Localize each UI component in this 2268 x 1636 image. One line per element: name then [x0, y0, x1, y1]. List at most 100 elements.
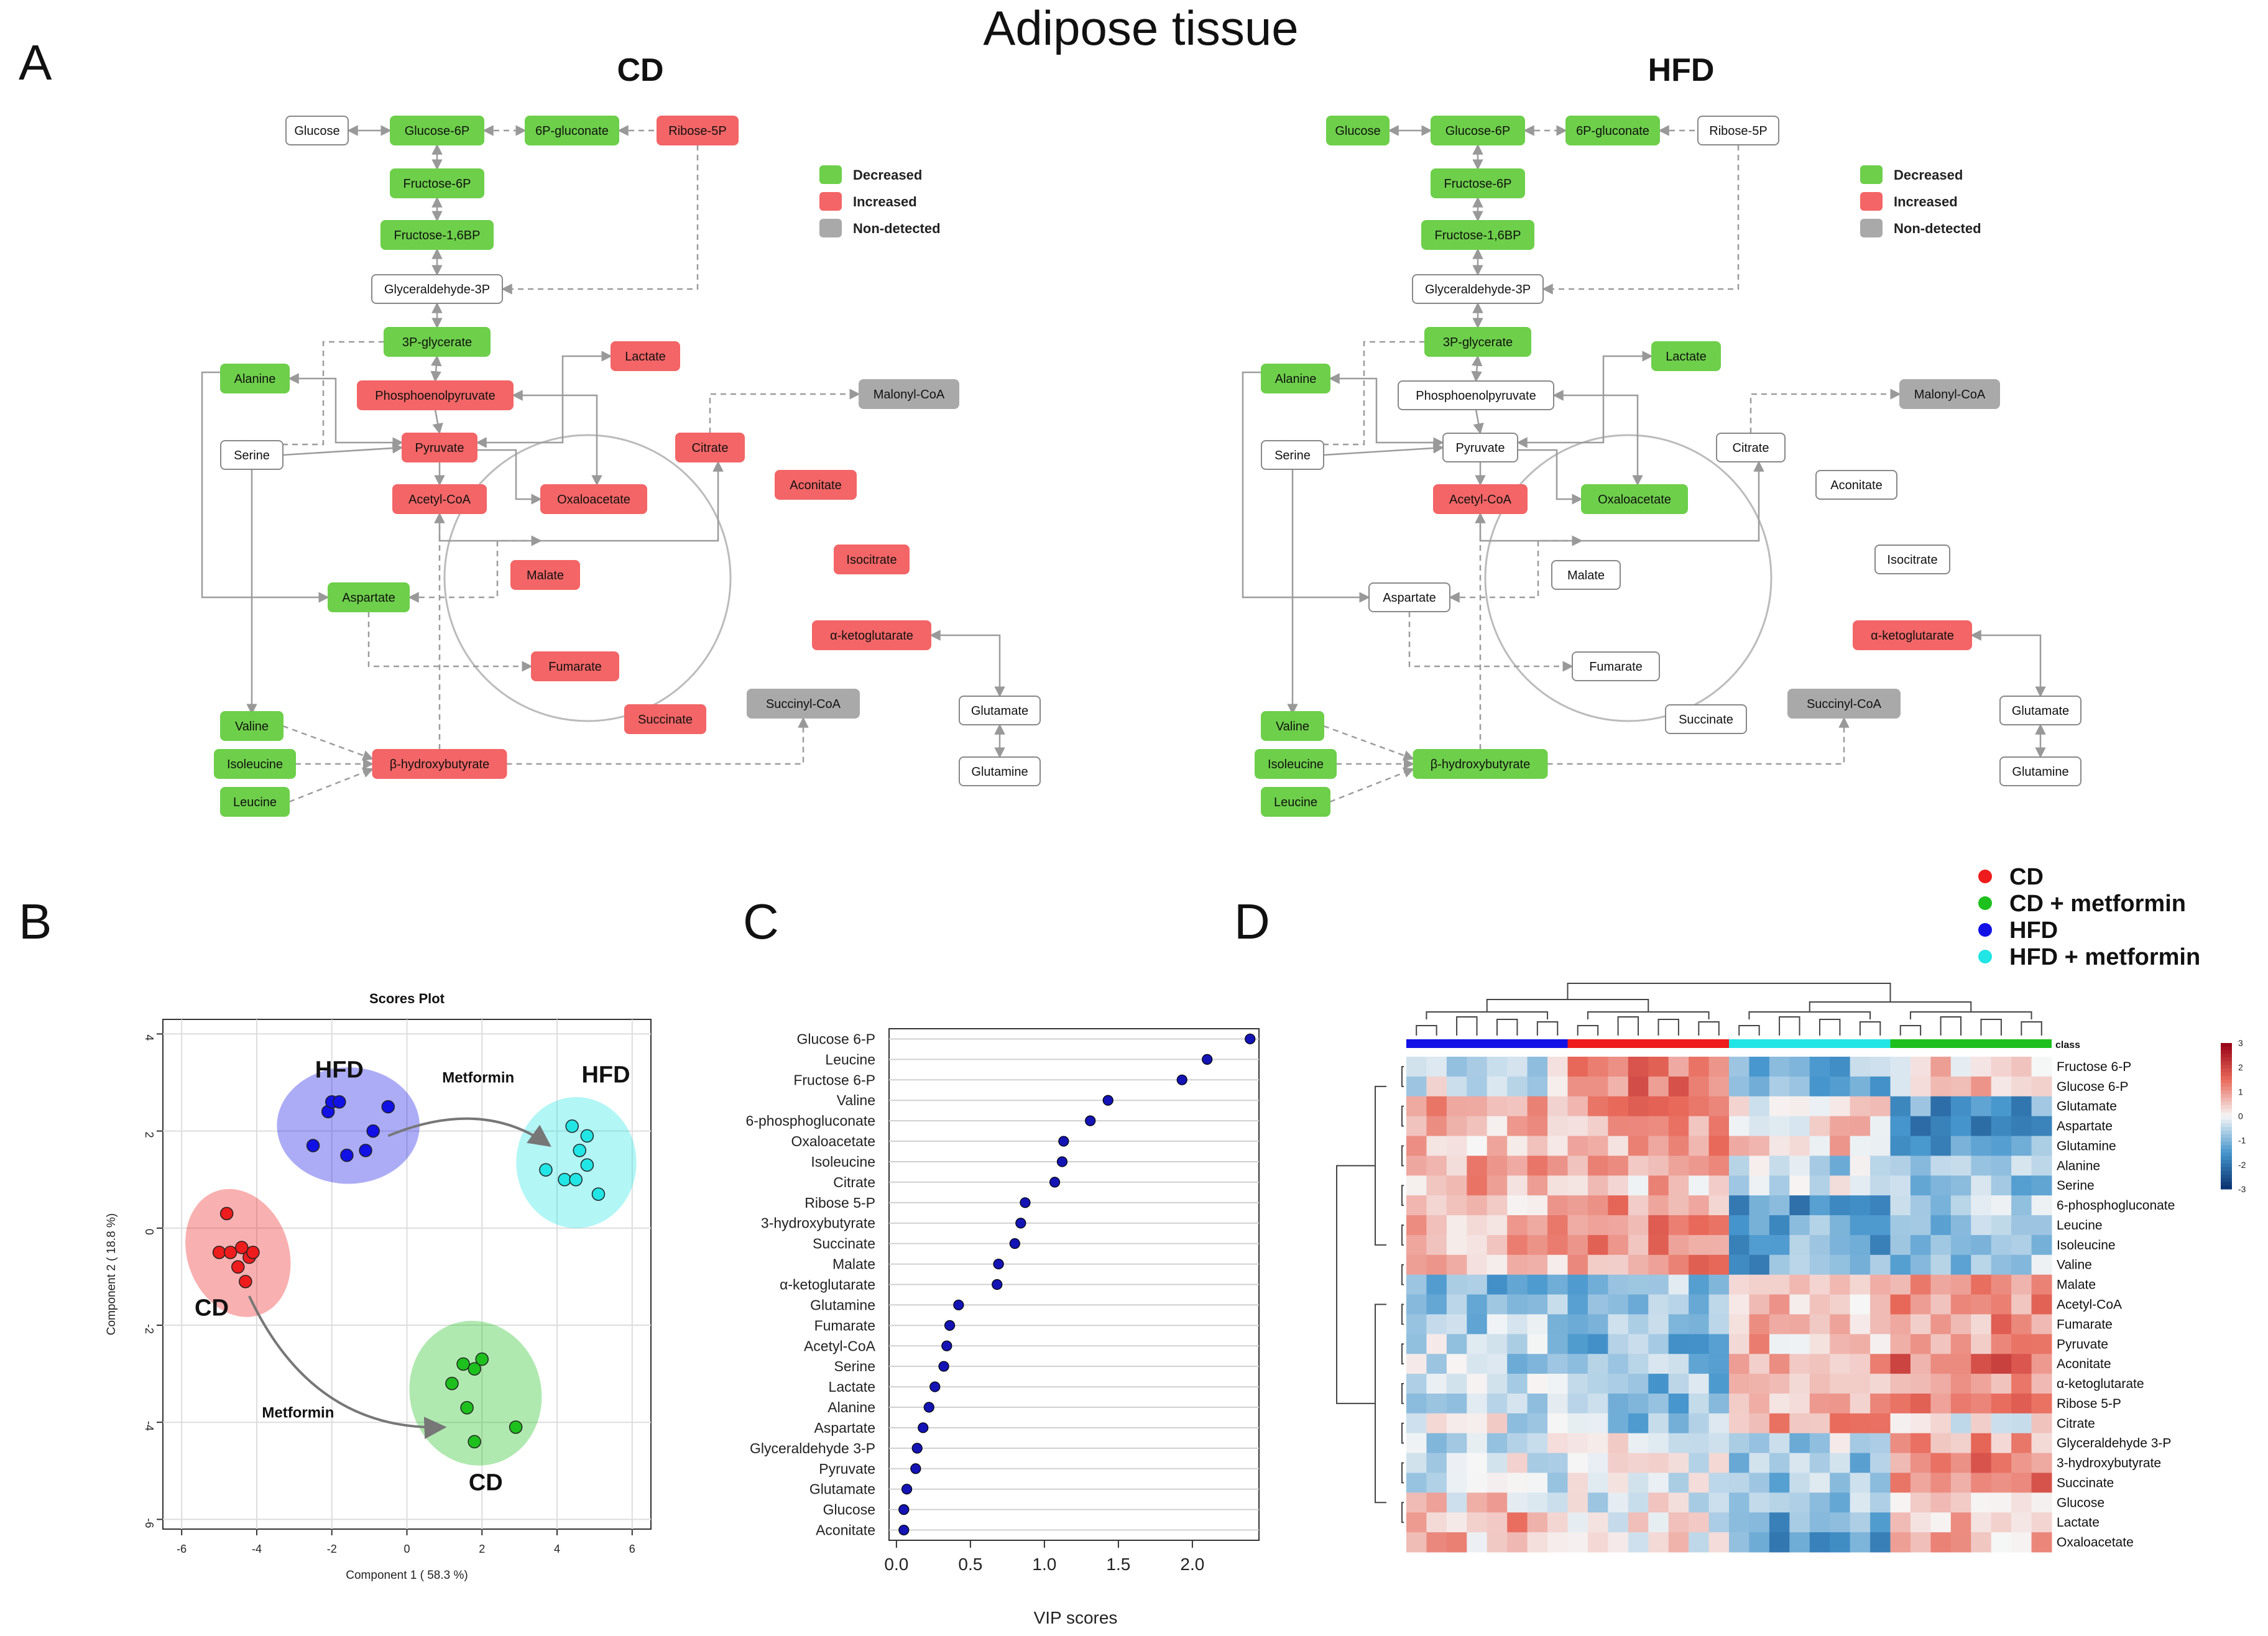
pathway-edge — [367, 612, 533, 672]
heatmap-cell — [1910, 1116, 1931, 1137]
heatmap-cell — [1587, 1512, 1608, 1533]
heatmap-cell — [1991, 1294, 2012, 1315]
heatmap-cell — [1971, 1374, 1992, 1394]
heatmap-cell — [1749, 1076, 1770, 1097]
heatmap-cell — [1689, 1254, 1710, 1275]
pathway-edge — [709, 388, 860, 433]
heatmap-cell — [1628, 1492, 1649, 1513]
heatmap-cell — [1769, 1234, 1790, 1256]
vip-point — [1020, 1197, 1031, 1208]
heatmap-cell — [1426, 1215, 1447, 1236]
heatmap-cell — [1668, 1294, 1689, 1315]
color-key-segment — [2221, 1090, 2232, 1095]
heatmap-cell — [1830, 1136, 1851, 1156]
heatmap-cell — [1789, 1096, 1810, 1117]
heatmap-cell — [2011, 1136, 2032, 1156]
heatmap-cell — [1527, 1096, 1548, 1117]
heatmap-cell — [1809, 1532, 1830, 1553]
heatmap-cell — [1729, 1354, 1749, 1374]
pathway-edge — [1473, 409, 1484, 434]
pathway-edge — [501, 145, 699, 295]
heatmap-cell — [1910, 1413, 1931, 1434]
heatmap-cell — [2031, 1254, 2052, 1275]
heatmap-cell — [1527, 1116, 1548, 1137]
metabolite-node-label: Ribose-5P — [668, 124, 726, 138]
heatmap-cell — [1608, 1294, 1629, 1315]
heatmap-cell — [1729, 1274, 1749, 1295]
metabolite-node-box — [1999, 696, 2081, 725]
heatmap-cell — [1850, 1473, 1871, 1493]
heatmap-cell — [1547, 1453, 1568, 1473]
heatmap-cell — [1991, 1136, 2012, 1156]
vip-point — [944, 1320, 956, 1331]
heatmap-cell — [1890, 1076, 1911, 1097]
heatmap-cell — [1406, 1136, 1427, 1156]
class-bar-segment — [1406, 1039, 1568, 1048]
heatmap-cell — [1991, 1532, 2012, 1553]
heatmap-cell — [1729, 1057, 1749, 1077]
heatmap-cell — [2031, 1453, 2052, 1473]
heatmap-cell — [1608, 1195, 1629, 1216]
metabolite-node-box — [1421, 220, 1534, 250]
heatmap-cell — [1567, 1413, 1588, 1434]
heatmap-cell — [1507, 1234, 1528, 1256]
heatmap-cell — [2011, 1195, 2032, 1216]
heatmap-cell — [2031, 1215, 2052, 1236]
metabolite-node-box — [1413, 749, 1548, 779]
heatmap-cell — [1870, 1532, 1891, 1553]
heatmap-row-label: Pyruvate — [2057, 1337, 2108, 1351]
heatmap-cell — [1789, 1354, 1810, 1374]
heatmap-cell — [1648, 1512, 1669, 1533]
heatmap-cell — [1689, 1453, 1710, 1473]
panel-letter-a: A — [19, 35, 52, 90]
heatmap-cell — [2011, 1175, 2032, 1196]
heatmap-cell — [1487, 1354, 1508, 1374]
color-key-segment — [2221, 1160, 2232, 1164]
heatmap-cell — [1830, 1274, 1851, 1295]
heatmap-cell — [1668, 1076, 1689, 1097]
metabolite-node-box — [510, 560, 580, 590]
heatmap-cell — [2031, 1175, 2052, 1196]
heatmap-cell — [2031, 1314, 2052, 1335]
heatmap-cell — [1587, 1354, 1608, 1374]
heatmap-cell — [1769, 1532, 1790, 1553]
metabolite-node-label: Isocitrate — [1887, 553, 1937, 567]
heatmap-cell — [1446, 1334, 1467, 1354]
heatmap-cell — [1890, 1294, 1911, 1315]
heatmap-cell — [1628, 1354, 1649, 1374]
heatmap-cell — [1991, 1195, 2012, 1216]
heatmap-cell — [1446, 1393, 1467, 1414]
heatmap-cell — [1708, 1374, 1730, 1394]
heatmap-cell — [1910, 1473, 1931, 1493]
arrow-label: Metformin — [442, 1070, 514, 1087]
heatmap-cell — [2031, 1413, 2052, 1434]
heatmap-cell — [1950, 1374, 1971, 1394]
heatmap-cell — [1789, 1314, 1810, 1335]
color-key-segment — [2221, 1094, 2232, 1098]
heatmap-cell — [1850, 1512, 1871, 1533]
heatmap-cell — [1830, 1374, 1851, 1394]
metabolite-node-box — [402, 433, 477, 462]
heatmap-cell — [1950, 1175, 1971, 1196]
dendrogram-branch — [1375, 1085, 1386, 1246]
heatmap-cell — [2011, 1492, 2032, 1513]
heatmap-cell — [1467, 1136, 1488, 1156]
heatmap-cell — [1628, 1532, 1649, 1553]
heatmap-cell — [1789, 1057, 1810, 1077]
heatmap-cell — [1668, 1175, 1689, 1196]
heatmap-cell — [1930, 1374, 1952, 1394]
color-key-segment — [2221, 1075, 2232, 1080]
heatmap-cell — [1930, 1116, 1952, 1137]
heatmap-cell — [1406, 1492, 1427, 1513]
heatmap-cell — [1648, 1374, 1669, 1394]
metabolite-node-label: β-hydroxybutyrate — [390, 758, 489, 771]
heatmap-cell — [1830, 1532, 1851, 1553]
heatmap-cell — [1628, 1156, 1649, 1176]
heatmap-cell — [1769, 1136, 1790, 1156]
vip-category-label: Lactate — [829, 1379, 875, 1395]
heatmap-cell — [1910, 1354, 1931, 1374]
vip-point — [911, 1443, 923, 1454]
vip-category-label: Aconitate — [816, 1522, 875, 1538]
heatmap-cell — [1950, 1195, 1971, 1216]
heatmap-cell — [1406, 1512, 1427, 1533]
